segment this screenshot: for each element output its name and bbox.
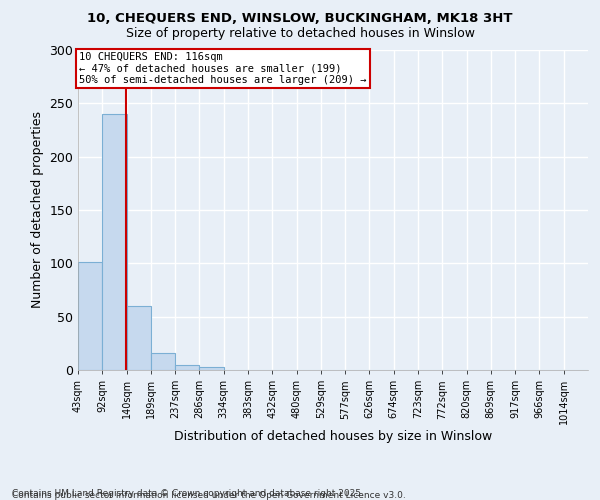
Text: Contains HM Land Registry data © Crown copyright and database right 2025.: Contains HM Land Registry data © Crown c… xyxy=(12,488,364,498)
Text: Size of property relative to detached houses in Winslow: Size of property relative to detached ho… xyxy=(125,28,475,40)
Bar xyxy=(151,353,175,370)
X-axis label: Distribution of detached houses by size in Winslow: Distribution of detached houses by size … xyxy=(174,430,492,443)
Text: Contains public sector information licensed under the Open Government Licence v3: Contains public sector information licen… xyxy=(12,491,406,500)
Y-axis label: Number of detached properties: Number of detached properties xyxy=(31,112,44,308)
Bar xyxy=(78,262,102,370)
Bar xyxy=(199,367,224,370)
Text: 10 CHEQUERS END: 116sqm
← 47% of detached houses are smaller (199)
50% of semi-d: 10 CHEQUERS END: 116sqm ← 47% of detache… xyxy=(79,52,367,86)
Text: 10, CHEQUERS END, WINSLOW, BUCKINGHAM, MK18 3HT: 10, CHEQUERS END, WINSLOW, BUCKINGHAM, M… xyxy=(87,12,513,26)
Bar xyxy=(175,364,199,370)
Bar xyxy=(102,114,127,370)
Bar xyxy=(127,306,151,370)
